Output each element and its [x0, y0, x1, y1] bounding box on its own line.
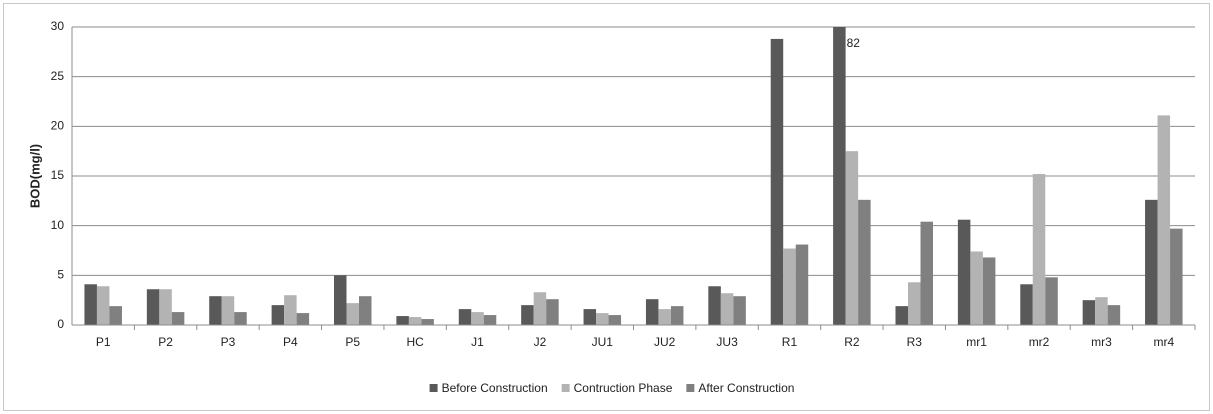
- bar: [1082, 300, 1096, 325]
- x-tick-label: P5: [345, 335, 360, 349]
- bar: [271, 305, 285, 325]
- legend-swatch: [686, 384, 695, 392]
- bar: [346, 303, 359, 325]
- bar: [645, 299, 659, 325]
- bar: [982, 257, 996, 325]
- bar: [408, 317, 422, 325]
- x-tick-label: R2: [844, 335, 860, 349]
- bar: [1020, 284, 1033, 325]
- legend-label: Before Construction: [442, 381, 548, 395]
- y-tick-label: 25: [51, 69, 65, 83]
- chart-border: [3, 3, 1210, 411]
- x-tick-label: JU3: [716, 335, 738, 349]
- x-tick-label: JU2: [654, 335, 676, 349]
- bar: [521, 305, 534, 325]
- bar: [234, 312, 247, 325]
- bar: [483, 315, 497, 325]
- y-tick-label: 30: [51, 19, 65, 33]
- bar: [708, 286, 721, 325]
- bar: [1107, 305, 1121, 325]
- bar: [221, 296, 235, 325]
- bar: [733, 296, 746, 325]
- x-tick-label: mr2: [1029, 335, 1050, 349]
- bar: [1145, 199, 1158, 325]
- bar: [1095, 297, 1108, 325]
- x-tick-label: R1: [782, 335, 798, 349]
- bar: [471, 312, 484, 325]
- bar: [109, 306, 122, 325]
- y-axis-label: BOD(mg/l): [27, 144, 42, 208]
- bar: [670, 306, 684, 325]
- bar: [608, 315, 622, 325]
- bar: [583, 309, 597, 325]
- x-tick-label: mr1: [966, 335, 987, 349]
- bar: [396, 316, 409, 325]
- bar: [84, 284, 97, 325]
- y-tick-label: 20: [51, 119, 65, 133]
- legend-swatch: [429, 384, 438, 392]
- legend: Before Construction Contruction Phase Afte…: [429, 381, 794, 395]
- bar: [209, 296, 222, 325]
- x-tick-label: mr3: [1091, 335, 1112, 349]
- bar: [845, 151, 859, 325]
- bar: [296, 313, 310, 325]
- bar: [1045, 277, 1058, 325]
- plot-area: [84, 27, 1183, 326]
- bar: [146, 289, 160, 325]
- bar: [596, 313, 609, 325]
- bar: [895, 306, 908, 325]
- bar: [533, 292, 547, 325]
- bar: [770, 38, 784, 326]
- x-tick-label: P3: [221, 335, 236, 349]
- y-tick-label: 10: [51, 218, 65, 232]
- x-tick-label: mr4: [1153, 335, 1174, 349]
- bar: [334, 275, 347, 325]
- bar: [359, 296, 372, 325]
- bar: [159, 289, 172, 325]
- bar: [957, 219, 971, 325]
- bar: [96, 286, 110, 325]
- data-label: 82: [847, 36, 861, 50]
- x-tick-label: J2: [534, 335, 547, 349]
- bar: [920, 221, 933, 325]
- bar: [171, 312, 185, 325]
- x-tick-label: JU1: [592, 335, 614, 349]
- x-tick-label: J1: [471, 335, 484, 349]
- x-tick-label: P2: [158, 335, 173, 349]
- bar: [970, 251, 983, 325]
- x-tick-label: R3: [907, 335, 923, 349]
- bar: [858, 199, 871, 325]
- bar: [284, 295, 297, 325]
- bar: [795, 244, 809, 325]
- y-tick-label: 15: [51, 168, 65, 182]
- legend-label: After Construction: [698, 381, 794, 395]
- bar: [1170, 228, 1183, 325]
- bar: [720, 293, 734, 325]
- legend-label: Contruction Phase: [574, 381, 673, 395]
- x-tick-label: P4: [283, 335, 298, 349]
- bar: [783, 248, 796, 325]
- x-tick-label: P1: [96, 335, 111, 349]
- bar: [658, 309, 671, 325]
- bar: [421, 319, 434, 325]
- legend-swatch: [561, 384, 570, 392]
- bar: [908, 282, 921, 325]
- bar: [833, 27, 846, 325]
- bar: [1157, 115, 1171, 325]
- bar: [458, 309, 472, 325]
- bar: [546, 299, 559, 325]
- y-tick-label: 5: [57, 268, 64, 282]
- bar: [1032, 174, 1046, 325]
- x-tick-label: HC: [406, 335, 424, 349]
- y-tick-label: 0: [57, 317, 64, 331]
